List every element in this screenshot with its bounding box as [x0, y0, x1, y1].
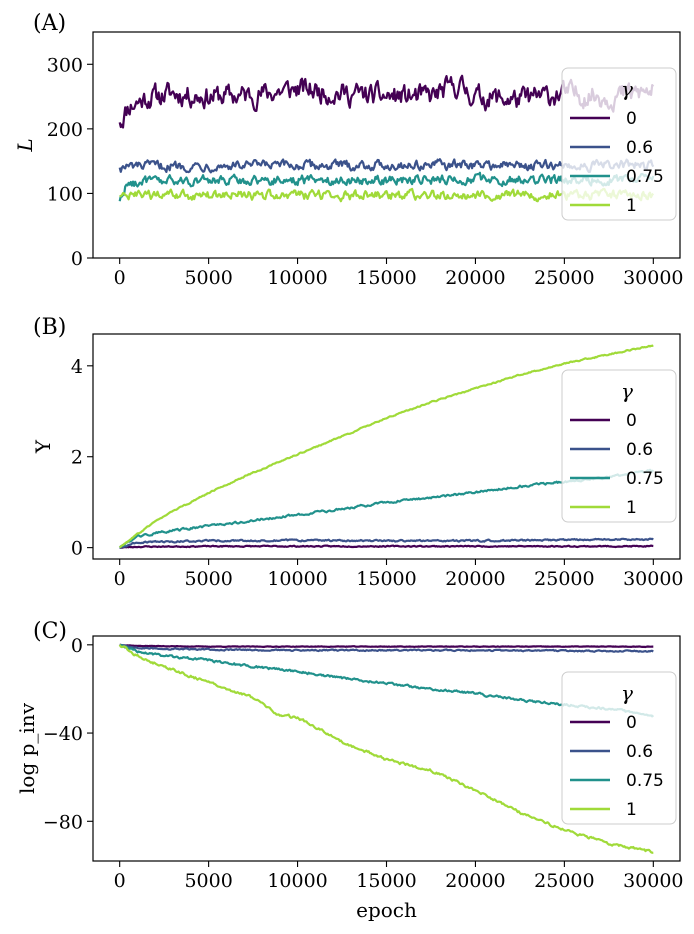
- x-tick-label: 30000: [623, 267, 683, 289]
- legend-label: 0.75: [626, 469, 664, 489]
- legend-label: 0.75: [626, 167, 664, 187]
- legend: γ 0 0.6 0.75 1: [561, 67, 677, 221]
- legend-label: 1: [626, 498, 637, 518]
- x-tick-label: 25000: [534, 870, 594, 892]
- x-tick-label: 0: [114, 568, 126, 590]
- legend-title: γ: [621, 681, 633, 705]
- y-tick-label: 0: [71, 635, 83, 657]
- y-tick-label: 0: [71, 248, 83, 270]
- legend-label: 1: [626, 196, 637, 216]
- panel-label: (C): [33, 619, 67, 644]
- series-lines: [118, 643, 655, 854]
- y-tick-label: 2: [71, 447, 83, 469]
- x-tick-label: 10000: [267, 870, 327, 892]
- panel-c: (C)0 5000 10000 15000 20000 25000 300000−40−80…: [15, 619, 684, 922]
- y-tick-label: 300: [47, 54, 83, 76]
- y-tick-label: −80: [43, 811, 83, 833]
- x-tick-label: 30000: [623, 568, 683, 590]
- x-tick-label: 10000: [267, 568, 327, 590]
- y-tick-label: 200: [47, 119, 83, 141]
- panel-a: (A) 0 5000 10000 15000 20000 25000 30000 0 100 200…: [13, 11, 684, 289]
- legend-title: γ: [621, 77, 633, 101]
- x-tick-label: 20000: [445, 870, 505, 892]
- x-tick-label: 15000: [356, 568, 416, 590]
- legend-label: 0.75: [626, 771, 664, 791]
- x-tick-label: 20000: [445, 568, 505, 590]
- y-tick-label: −40: [43, 723, 83, 745]
- x-tick-label: 10000: [267, 267, 327, 289]
- x-tick-label: 5000: [184, 267, 232, 289]
- x-tick-label: 5000: [184, 568, 232, 590]
- x-tick-label: 15000: [356, 267, 416, 289]
- x-tick-label: 20000: [445, 267, 505, 289]
- legend: γ 0 0.6 0.75 1: [561, 671, 677, 825]
- series-line-1: [118, 644, 654, 854]
- panel-b: (B) 0 5000 10000 15000 20000 25000 30000 0 2 4 Υγ 0 0…: [31, 315, 684, 590]
- panel-label: (B): [33, 315, 66, 340]
- y-axis-label: log p_inv: [15, 702, 39, 794]
- legend-label: 0.6: [626, 138, 653, 158]
- x-tick-label: 0: [114, 870, 126, 892]
- legend-label: 0.6: [626, 440, 653, 460]
- legend-label: 0: [626, 713, 637, 733]
- legend-box: [561, 369, 677, 523]
- legend-box: [561, 67, 677, 221]
- x-tick-label: 5000: [184, 870, 232, 892]
- x-tick-label: 25000: [534, 568, 594, 590]
- series-line-0: [119, 544, 654, 549]
- legend-box: [561, 671, 677, 825]
- x-tick-label: 30000: [623, 870, 683, 892]
- y-tick-label: 100: [47, 183, 83, 205]
- y-tick-label: 4: [71, 356, 83, 378]
- y-axis-label: Υ: [31, 439, 55, 454]
- series-line-1: [118, 344, 654, 549]
- x-tick-label: 0: [114, 267, 126, 289]
- y-tick-label: 0: [71, 538, 83, 560]
- y-axis-label: L: [13, 138, 37, 152]
- x-tick-label: 25000: [534, 267, 594, 289]
- series-line-0_6: [119, 537, 654, 550]
- legend-label: 0: [626, 109, 637, 129]
- legend-label: 0: [626, 411, 637, 431]
- x-axis-label: epoch: [356, 898, 417, 922]
- series-line-0_6: [119, 643, 654, 653]
- legend: γ 0 0.6 0.75 1: [561, 369, 677, 523]
- panel-label: (A): [33, 11, 66, 36]
- legend-title: γ: [621, 379, 633, 403]
- x-tick-label: 15000: [356, 870, 416, 892]
- legend-label: 1: [626, 800, 637, 820]
- legend-label: 0.6: [626, 742, 653, 762]
- series-line-0: [119, 643, 654, 649]
